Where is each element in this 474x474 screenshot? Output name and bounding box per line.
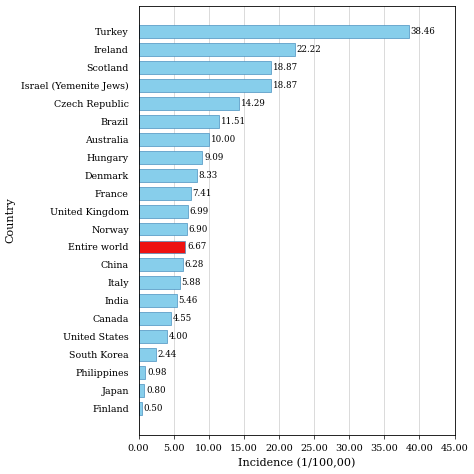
Text: 18.87: 18.87 [273,81,298,90]
Bar [138,312,171,325]
Text: 6.99: 6.99 [190,207,209,216]
Text: 5.46: 5.46 [179,296,198,305]
Bar [138,276,180,289]
Bar [138,366,146,379]
Bar [138,187,191,200]
Bar [138,97,239,110]
Bar [138,151,202,164]
Bar [138,240,185,254]
Text: 18.87: 18.87 [273,63,298,72]
Bar [138,133,209,146]
Text: 14.29: 14.29 [241,99,265,108]
Text: 6.28: 6.28 [184,260,204,269]
Bar [138,25,409,38]
Text: 4.00: 4.00 [168,332,188,341]
Bar [138,169,197,182]
Bar [138,384,144,397]
Text: 7.41: 7.41 [192,189,212,198]
Bar [138,348,156,361]
Text: 6.90: 6.90 [189,225,208,234]
Text: 22.22: 22.22 [296,45,321,54]
Bar [138,79,271,92]
Text: 0.50: 0.50 [144,404,164,413]
Bar [138,223,187,236]
Text: 5.88: 5.88 [182,278,201,287]
Text: 10.00: 10.00 [210,135,236,144]
Text: 9.09: 9.09 [204,153,224,162]
Text: 6.67: 6.67 [187,243,206,252]
Bar [138,402,142,415]
Text: 8.33: 8.33 [199,171,218,180]
Text: 2.44: 2.44 [157,350,177,359]
Text: 38.46: 38.46 [410,27,435,36]
Text: 4.55: 4.55 [172,314,191,323]
Text: 0.80: 0.80 [146,386,165,395]
Bar [138,61,271,74]
Bar [138,205,188,218]
Text: 0.98: 0.98 [147,368,167,377]
Y-axis label: Country: Country [6,197,16,243]
Bar [138,43,295,56]
Bar [138,258,182,272]
Bar [138,294,177,307]
Bar [138,115,219,128]
Text: 11.51: 11.51 [221,117,246,126]
Bar [138,330,167,343]
X-axis label: Incidence (1/100,00): Incidence (1/100,00) [238,458,356,468]
